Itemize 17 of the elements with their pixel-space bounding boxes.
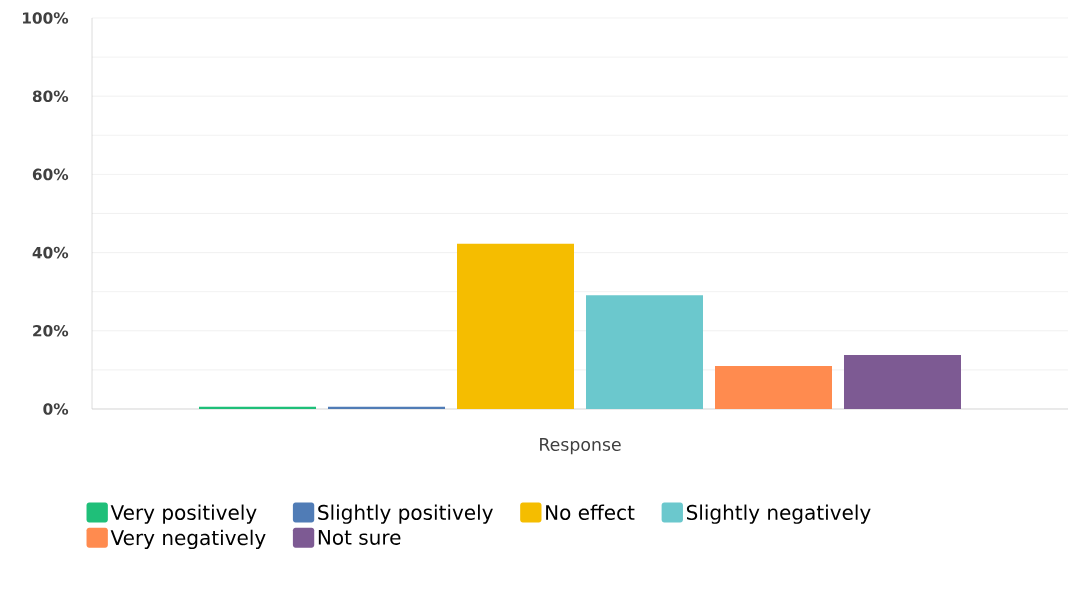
y-tick-label: 20% [33,325,69,337]
legend-label: Slightly negatively [686,504,871,524]
y-tick-label: 40% [32,246,69,259]
bar [457,243,574,409]
x-tick-label: Response [540,438,621,455]
legend-label: No effect [546,504,635,520]
legend-label: Not sure [318,530,401,545]
y-tick-label: 60% [32,168,69,181]
bar [586,295,703,409]
legend-label: Slightly positively [318,504,493,524]
y-tick-label: 0% [43,403,69,415]
legend-label: Very positively [110,504,257,524]
bar [715,365,832,409]
y-tick-label: 100% [23,12,69,24]
legend-label: Very negatively [110,529,266,550]
bar [844,355,961,409]
y-tick-label: 80% [32,90,69,102]
